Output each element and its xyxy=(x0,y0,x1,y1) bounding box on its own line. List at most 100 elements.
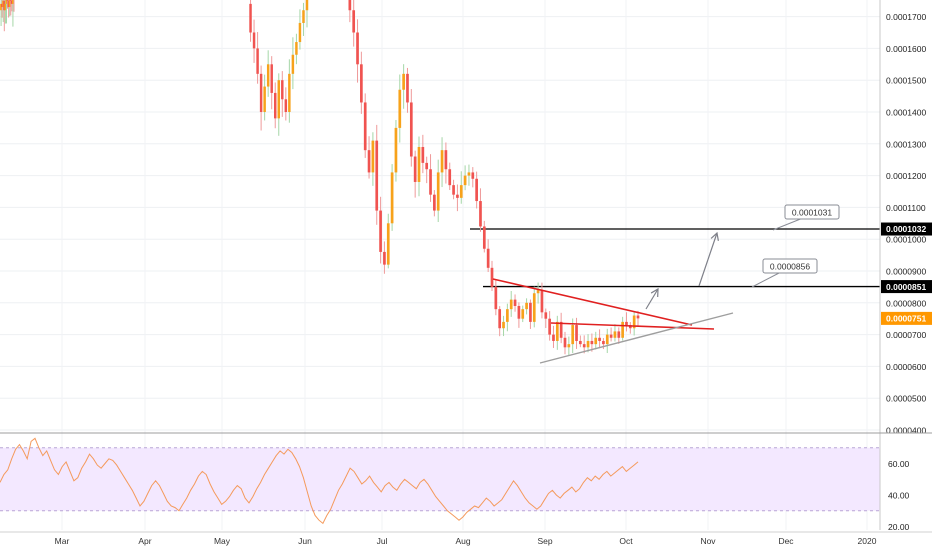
candle-body xyxy=(394,127,398,173)
rsi-line xyxy=(0,437,639,525)
candle-body xyxy=(529,302,532,322)
candle-body xyxy=(467,172,471,176)
candle-body xyxy=(552,334,555,341)
target-callout: 0.0001031 xyxy=(792,207,832,217)
candle-body xyxy=(274,92,277,119)
candle-body xyxy=(456,194,459,198)
rsi-tick-label: 40.00 xyxy=(888,491,910,501)
candle-body xyxy=(259,73,263,112)
candle-body xyxy=(371,140,375,173)
candle-body xyxy=(433,194,436,211)
candle-body xyxy=(517,305,521,319)
candle-body xyxy=(590,340,594,345)
x-tick-label: Jul xyxy=(377,536,388,546)
candle-body xyxy=(291,54,295,74)
candle-body xyxy=(448,169,452,186)
candle-body xyxy=(417,146,421,182)
y-tick-label: 0.0001500 xyxy=(886,76,926,86)
descending-trend-line xyxy=(492,278,693,326)
candle-body xyxy=(425,162,429,170)
candle-body xyxy=(555,321,559,341)
candle-body xyxy=(636,315,640,319)
candle-body xyxy=(544,312,548,319)
candle-body xyxy=(375,140,379,211)
candle-body xyxy=(6,0,9,1)
candle-body xyxy=(390,172,394,224)
rsi-tick-label: 20.00 xyxy=(888,522,910,532)
y-tick-label: 0.0001600 xyxy=(886,44,926,54)
drawings[interactable] xyxy=(470,228,880,288)
candle-body xyxy=(479,201,482,227)
candle-body xyxy=(598,337,601,341)
y-tick-label: 0.0001200 xyxy=(886,171,926,181)
candle-body xyxy=(5,0,8,4)
candle-body xyxy=(563,337,567,348)
candle-body xyxy=(4,3,7,11)
candle-body xyxy=(625,321,628,326)
candle-body xyxy=(379,210,382,252)
candle-body xyxy=(413,156,417,182)
y-tick-label: 0.0001400 xyxy=(886,108,926,118)
trend-drawings[interactable]: 0.0001031 0.0000856 xyxy=(492,204,840,364)
price-tag-label: 0.0000751 xyxy=(886,314,926,324)
candle-body xyxy=(609,334,613,338)
target-arrow-head xyxy=(710,231,719,241)
price-tags: 0.0001032 0.0000851 0.0000751 xyxy=(881,222,932,325)
grid xyxy=(0,0,880,530)
candle-body xyxy=(548,318,551,335)
candle-body xyxy=(582,344,586,348)
candle-body xyxy=(429,169,432,195)
candle-body xyxy=(521,309,525,319)
candle-body xyxy=(1,3,4,8)
candle-body xyxy=(10,0,13,4)
candle-body xyxy=(363,102,367,151)
candle-body xyxy=(471,172,475,179)
breakout-callout-pointer xyxy=(751,271,782,288)
candle-body xyxy=(459,185,463,198)
candle-body xyxy=(298,22,302,43)
candle-body xyxy=(452,185,455,195)
price-tag-label: 0.0001032 xyxy=(886,224,926,234)
candle-body xyxy=(263,86,266,112)
candle-body xyxy=(277,80,280,119)
x-tick-label: Nov xyxy=(700,536,716,546)
candle-body xyxy=(594,337,598,345)
x-tick-label: 2020 xyxy=(858,536,877,546)
candle-body xyxy=(281,80,284,100)
candle-body xyxy=(444,150,448,170)
candle-body xyxy=(305,0,309,11)
candle-body xyxy=(360,64,363,103)
candles xyxy=(0,0,640,356)
candle-body xyxy=(270,64,273,93)
x-tick-label: Oct xyxy=(619,536,633,546)
rsi-indicator xyxy=(0,437,639,525)
price-tag-label: 0.0000851 xyxy=(886,282,926,292)
candle-body xyxy=(513,299,517,306)
candle-body xyxy=(486,248,490,268)
candle-body xyxy=(632,315,636,329)
candle-body xyxy=(602,340,605,345)
candle-body xyxy=(525,302,528,310)
candle-body xyxy=(409,102,413,157)
candle-body xyxy=(398,89,402,128)
y-tick-label: 0.0000500 xyxy=(886,394,926,404)
y-tick-label: 0.0000700 xyxy=(886,330,926,340)
candle-body xyxy=(440,150,444,173)
y-tick-label: 0.0000400 xyxy=(886,426,926,436)
candle-body xyxy=(3,0,6,11)
breakout-arrow xyxy=(645,288,659,310)
candle-body xyxy=(605,334,609,345)
candle-body xyxy=(540,290,544,313)
candle-body xyxy=(575,325,578,341)
breakout-callout: 0.0000856 xyxy=(770,261,810,271)
rsi-band-area xyxy=(0,447,880,511)
candle-body xyxy=(509,299,513,310)
candle-body xyxy=(482,226,486,249)
candle-body xyxy=(475,178,478,202)
candle-body xyxy=(284,99,288,112)
candle-body xyxy=(252,32,256,49)
candle-body xyxy=(356,32,359,65)
breakout-arrow-head xyxy=(650,287,659,298)
